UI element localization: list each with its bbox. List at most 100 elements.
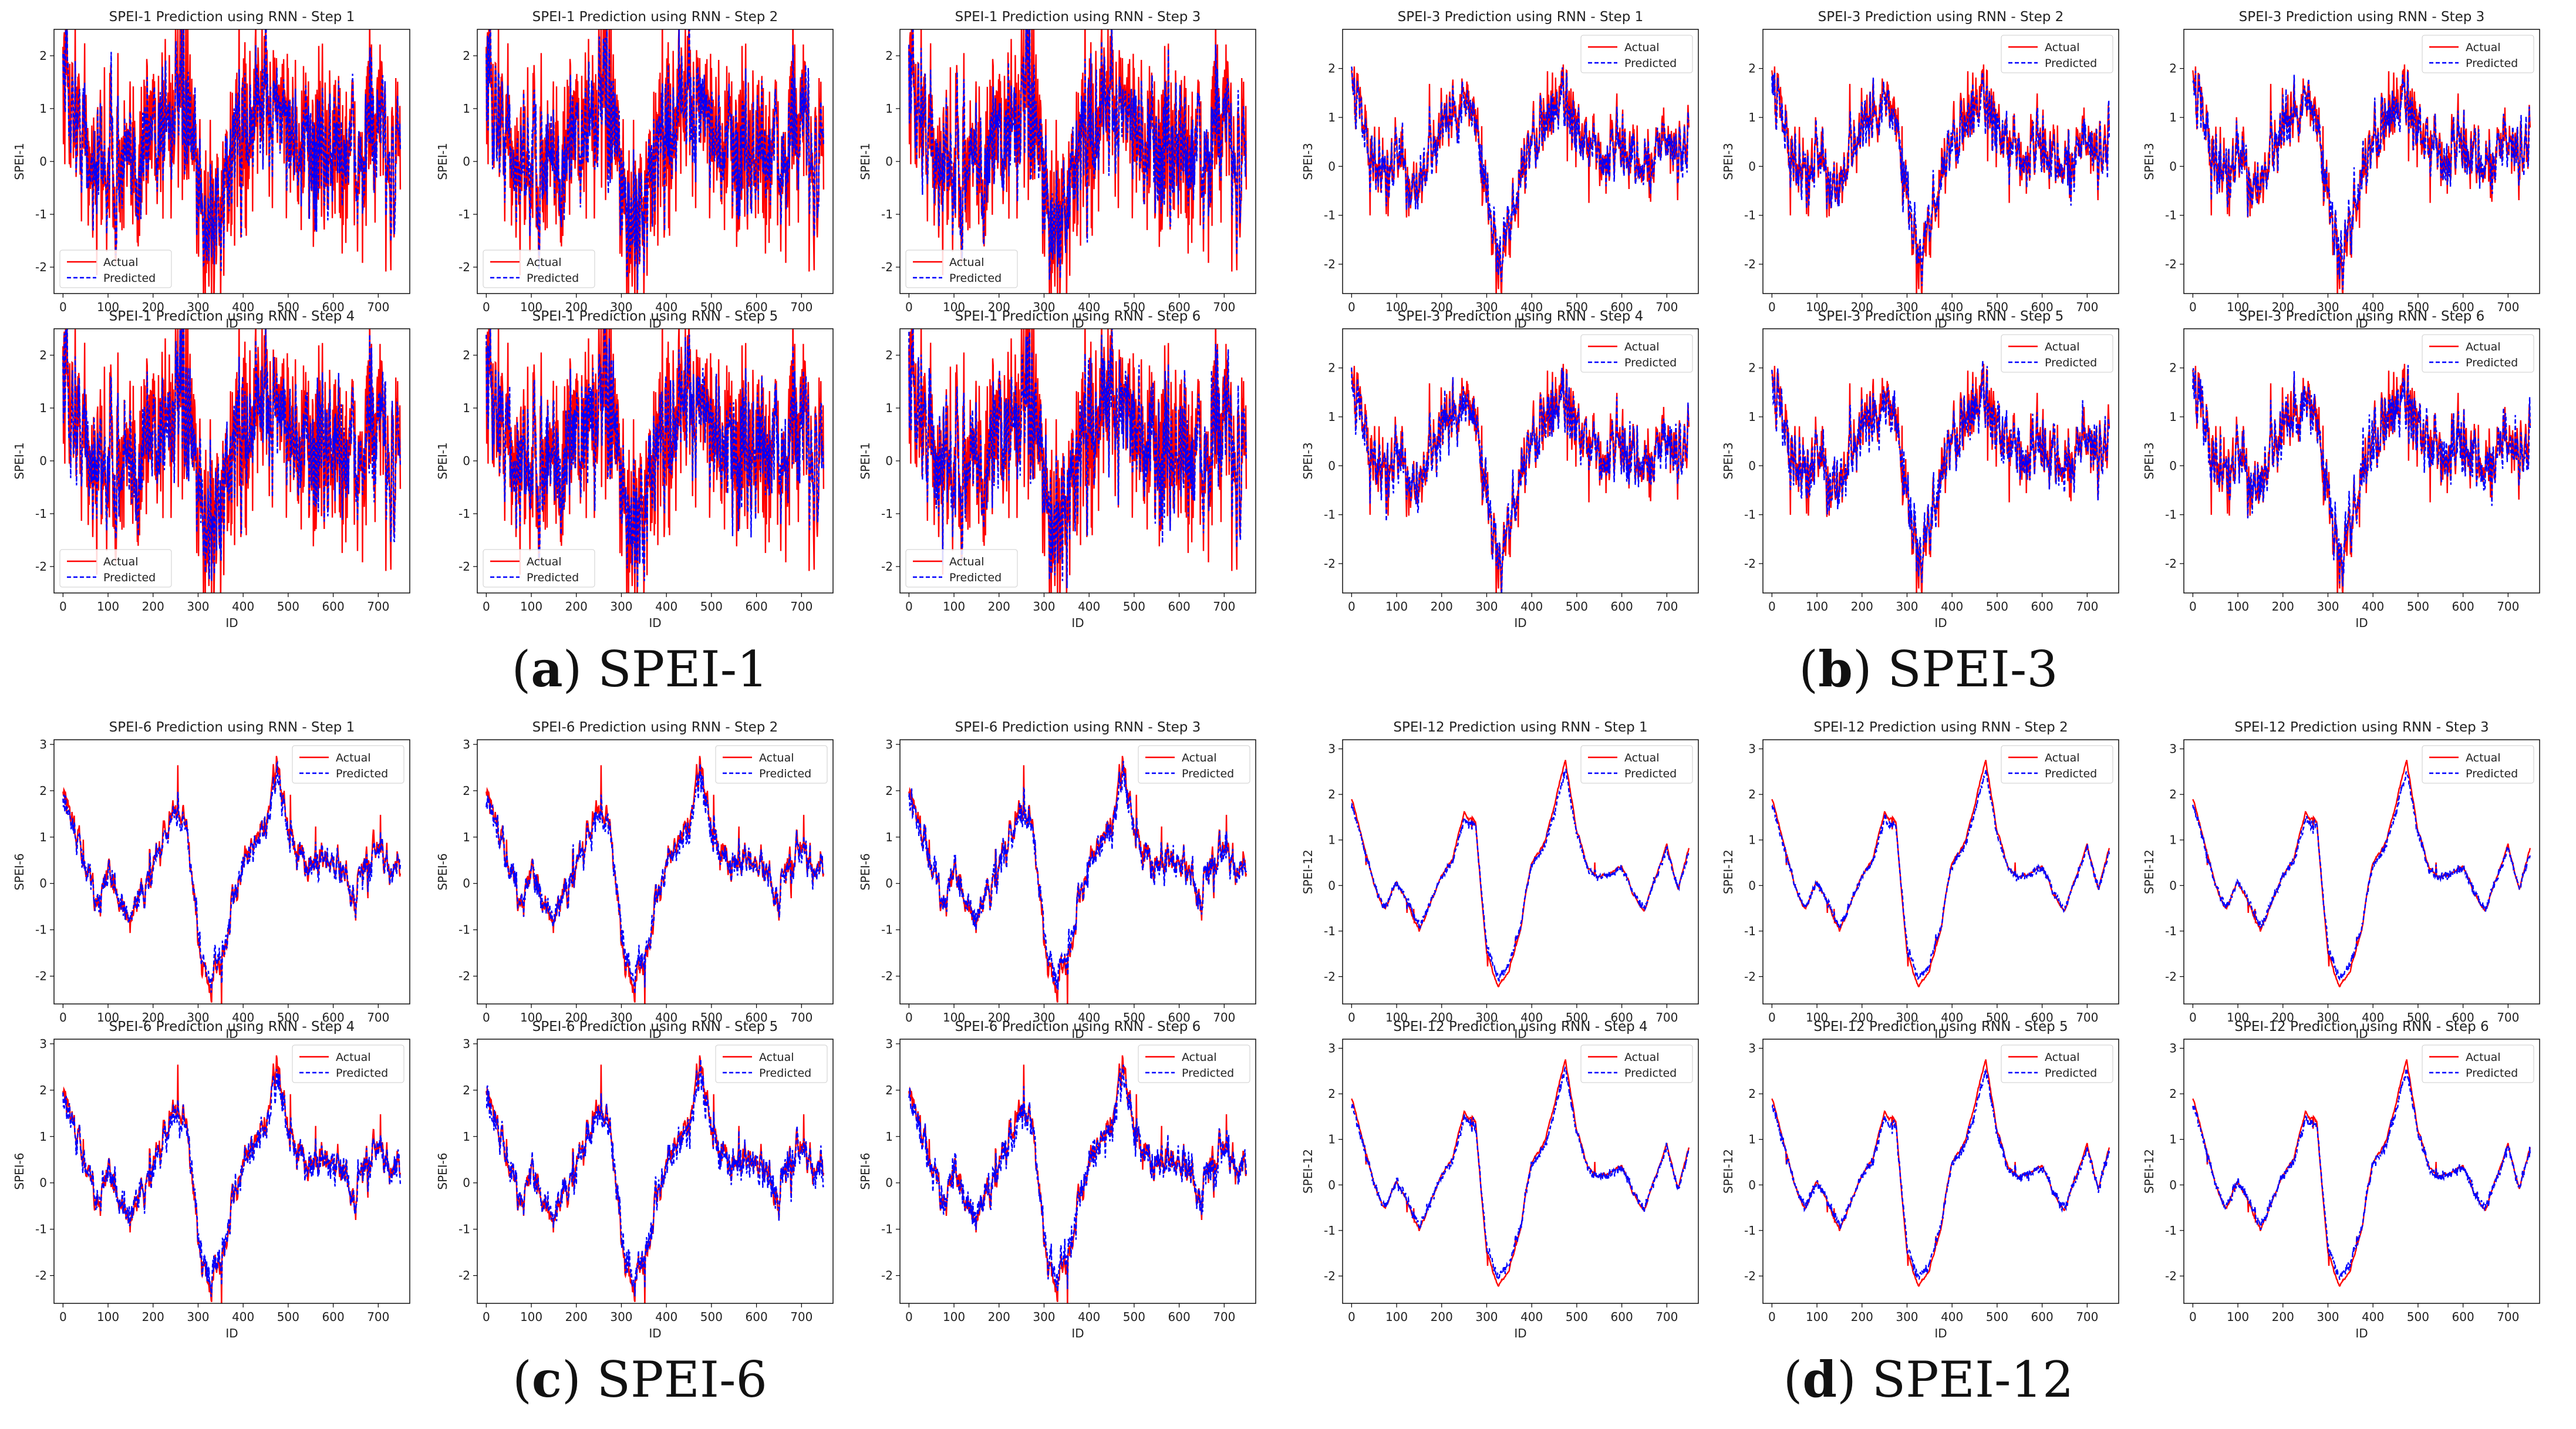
spei-12-step4-xtick-label: 500 [1566, 1310, 1588, 1324]
spei-12-step4-legend-predicted-label: Predicted [1624, 1067, 1677, 1080]
spei-1-step3-xtick-label: 200 [988, 300, 1010, 314]
spei-3-step4-xtick-label: 300 [1475, 599, 1498, 614]
spei-6-step2-xtick-label: 500 [700, 1010, 723, 1024]
spei-3-step6-xlabel: ID [2355, 616, 2368, 630]
spei-12-step2-xlabel: ID [1934, 1027, 1947, 1041]
spei-12-step1-xtick-label: 300 [1475, 1010, 1498, 1024]
spei-12-step5-ytick-label: -1 [1744, 1224, 1756, 1238]
spei-12-step5-xtick-label: 0 [1768, 1310, 1776, 1324]
spei-6-step5-title: SPEI-6 Prediction using RNN - Step 5 [532, 1019, 778, 1034]
spei-1-step4-xtick-label: 200 [142, 599, 164, 614]
spei-1-step4-ytick-label: -2 [35, 560, 47, 574]
spei-6-step3-ytick-label: 1 [885, 830, 893, 844]
spei-6-step5-xtick-label: 500 [700, 1310, 723, 1324]
spei-12-step2-ytick-label: 3 [1748, 742, 1756, 756]
spei-3-step5-axes-frame [1762, 328, 2119, 594]
spei-6-step3-xtick-label: 200 [988, 1010, 1010, 1024]
spei-12-step1-xtick-label: 100 [1385, 1010, 1408, 1024]
spei-6-step3-legend-actual-label: Actual [1182, 751, 1217, 764]
spei-6-step4-xtick-label: 700 [367, 1310, 389, 1324]
spei-12-step3-xtick-label: 500 [2407, 1010, 2429, 1024]
spei-12-step4-predicted-line [1351, 1066, 1690, 1279]
spei-6-step2-legend-predicted-label: Predicted [759, 767, 811, 780]
spei-1-step2-xtick-label: 600 [746, 300, 768, 314]
spei-6-step5-axes-frame [477, 1039, 834, 1304]
spei-3-step1-xtick-label: 0 [1348, 300, 1356, 314]
spei-6-step2-ylabel: SPEI-6 [436, 853, 450, 890]
spei-12-step3-ytick-label: -2 [2165, 969, 2177, 983]
spei-6-step6-legend-predicted-label: Predicted [1182, 1067, 1234, 1080]
spei-6-step1-xlabel: ID [225, 1027, 238, 1041]
spei-12-step1-ytick-label: -2 [1324, 969, 1336, 983]
spei-12-step4-actual-line [1351, 1059, 1690, 1287]
spei-12-step5-actual-line [1771, 1059, 2110, 1287]
spei-1-step6-legend-actual-label: Actual [949, 555, 984, 568]
spei-6-step5-ytick-label: 0 [463, 1176, 470, 1190]
spei-3-step5-xtick-label: 0 [1768, 599, 1776, 614]
spei-1-step6-ytick-label: 0 [885, 454, 893, 468]
caption-d: (d) SPEI-12 [1783, 1350, 2074, 1408]
spei-1-step4-xlabel: ID [225, 616, 238, 630]
spei-1-step5-xtick-label: 600 [746, 599, 768, 614]
spei-1-step3-ytick-label: 0 [885, 154, 893, 168]
spei-1-step1-xtick-label: 400 [232, 300, 254, 314]
spei-1-step6-xtick-label: 500 [1123, 599, 1145, 614]
spei-12-step6-xlabel: ID [2355, 1326, 2368, 1340]
spei-12-step1-xtick-label: 0 [1348, 1010, 1356, 1024]
spei-12-step4-ylabel: SPEI-12 [1301, 1149, 1315, 1194]
spei-12-step4-legend-actual-label: Actual [1624, 1051, 1660, 1064]
spei-12-step4-xtick-label: 400 [1520, 1310, 1543, 1324]
spei-6-step5-ylabel: SPEI-6 [436, 1152, 450, 1189]
spei-3-step1-ytick-label: 1 [1328, 110, 1336, 124]
spei-6-step2-ytick-label: -2 [458, 969, 470, 983]
spei-6-step2-ytick-label: 1 [463, 830, 470, 844]
spei-12-step4-ytick-label: 1 [1328, 1133, 1336, 1147]
spei-12-step1-predicted-line [1351, 769, 1690, 983]
spei-6-step4-xtick-label: 300 [187, 1310, 209, 1324]
spei-6-step6-axes-frame [899, 1039, 1256, 1304]
spei-12-step2-ytick-label: 2 [1748, 787, 1756, 801]
spei-6-step4-axes-frame [53, 1039, 410, 1304]
spei-6-step5-ytick-label: -2 [458, 1269, 470, 1283]
spei-3-step6-ytick-label: 1 [2169, 410, 2177, 424]
spei-12-step2-ytick-label: -2 [1744, 969, 1756, 983]
spei-3-step3-ytick-label: -2 [2165, 257, 2177, 271]
spei-1-step3-ytick-label: 2 [885, 49, 893, 63]
spei-6-step4-xtick-label: 200 [142, 1310, 164, 1324]
spei-12-step3-ytick-label: 0 [2169, 878, 2177, 892]
spei-6-step3-xtick-label: 600 [1168, 1010, 1191, 1024]
spei-3-step4-ytick-label: 1 [1328, 410, 1336, 424]
spei-6-step3-predicted-line [908, 761, 1247, 990]
spei-6-step3-ytick-label: 2 [885, 784, 893, 798]
spei-1-step4-xtick-label: 500 [277, 599, 299, 614]
spei-12-step4-xtick-label: 0 [1348, 1310, 1356, 1324]
spei-1-step5-ytick-label: -1 [458, 507, 470, 521]
spei-3-step1-axes-frame [1342, 29, 1699, 294]
spei-1-step1-ytick-label: 0 [39, 154, 47, 168]
spei-12-step2-ylabel: SPEI-12 [1721, 850, 1735, 894]
caption-b: (b) SPEI-3 [1799, 640, 2058, 698]
spei-12-step3-xtick-label: 600 [2452, 1010, 2474, 1024]
spei-1-step3-xtick-label: 600 [1168, 300, 1191, 314]
spei-12-step6-ytick-label: 2 [2169, 1087, 2177, 1101]
spei-6-step2-legend-actual-label: Actual [759, 751, 794, 764]
spei-12-step3-ytick-label: 2 [2169, 787, 2177, 801]
spei-6-step6-xtick-label: 500 [1123, 1310, 1145, 1324]
spei-1-step1-xtick-label: 200 [142, 300, 164, 314]
spei-12-step3-xtick-label: 400 [2362, 1010, 2384, 1024]
spei-12-step5-title: SPEI-12 Prediction using RNN - Step 5 [1813, 1019, 2068, 1034]
spei-1-step1-predicted-line [62, 29, 402, 271]
spei-6-step2-ytick-label: 3 [463, 737, 470, 751]
spei-6-step2-xtick-label: 0 [483, 1010, 490, 1024]
spei-1-step2-ytick-label: 2 [463, 49, 470, 63]
spei-12-step3-axes-frame [2183, 739, 2540, 1005]
spei-6-step6-xtick-label: 600 [1168, 1310, 1191, 1324]
spei-12-step5-xtick-label: 600 [2031, 1310, 2054, 1324]
spei-12-step1-ytick-label: 0 [1328, 878, 1336, 892]
spei-3-step2-ytick-label: 1 [1748, 110, 1756, 124]
spei-6-step6-xtick-label: 400 [1078, 1310, 1100, 1324]
spei-6-step4-ytick-label: 0 [39, 1176, 47, 1190]
spei-12-step6-legend-predicted-label: Predicted [2466, 1067, 2518, 1080]
spei-3-step1-title: SPEI-3 Prediction using RNN - Step 1 [1398, 9, 1644, 25]
spei-3-step3-ytick-label: 2 [2169, 62, 2177, 76]
